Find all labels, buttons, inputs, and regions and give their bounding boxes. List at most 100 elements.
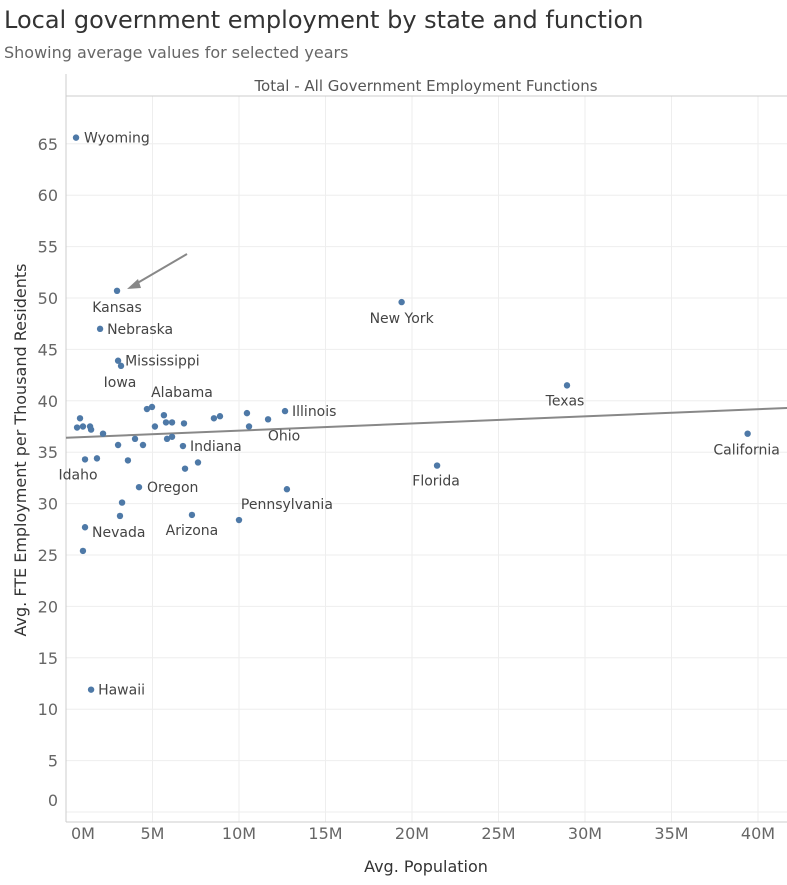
point-label: Texas (545, 393, 585, 409)
data-point (160, 411, 168, 419)
data-point (81, 524, 89, 531)
data-point (139, 441, 147, 449)
data-point (151, 423, 159, 430)
data-point (135, 483, 143, 491)
x-tick-label: 10M (222, 824, 256, 843)
y-tick-label: 50 (38, 289, 58, 308)
x-tick-label: 0M (71, 824, 95, 843)
data-point (179, 442, 187, 450)
point-label: Florida (412, 474, 460, 490)
data-point (124, 457, 132, 464)
data-point (168, 433, 176, 440)
x-tick-label: 20M (395, 824, 429, 843)
data-point (116, 512, 124, 520)
x-tick-label: 40M (741, 824, 775, 843)
chart-subtitle: Showing average values for selected year… (4, 43, 349, 62)
data-point (131, 435, 139, 443)
data-point (216, 413, 224, 420)
point-label: Nevada (92, 525, 145, 541)
trend-line (65, 407, 787, 439)
data-point (235, 516, 243, 524)
y-tick-label: 25 (38, 546, 58, 565)
data-point (245, 423, 253, 430)
data-point (114, 357, 122, 364)
data-point (163, 435, 171, 443)
data-point (162, 419, 170, 426)
data-point (563, 382, 571, 389)
y-tick-label: 55 (38, 238, 58, 257)
y-tick-label: 10 (38, 700, 58, 719)
data-point (264, 416, 272, 423)
data-points (72, 134, 751, 693)
data-point (210, 415, 218, 422)
point-label: Iowa (104, 375, 137, 391)
y-tick-label: 0 (48, 791, 58, 810)
y-tick-label: 65 (38, 135, 58, 154)
data-point (181, 465, 189, 472)
data-point (79, 423, 87, 430)
data-point (113, 287, 121, 295)
point-label: Ohio (268, 428, 300, 444)
y-tick-label: 60 (38, 186, 58, 205)
point-label: Arizona (166, 523, 219, 539)
point-label: Hawaii (98, 683, 145, 699)
y-tick-label: 45 (38, 340, 58, 359)
y-tick-label: 30 (38, 495, 58, 514)
panel-header-band (66, 74, 787, 96)
gridlines (66, 96, 787, 822)
y-tick-label: 15 (38, 649, 58, 668)
data-point (93, 455, 101, 462)
point-label: California (713, 443, 779, 459)
x-tick-labels: 0M 5M 10M 15M 20M 25M 30M 35M 40M (71, 824, 775, 843)
point-labels: Wyoming Kansas Nebraska Mississippi Iowa Alab… (59, 131, 780, 699)
data-point (73, 424, 81, 431)
data-point (96, 325, 104, 333)
data-point (81, 456, 89, 463)
y-tick-label: 20 (38, 597, 58, 616)
data-point (118, 499, 126, 506)
y-tick-label: 35 (38, 443, 58, 462)
x-tick-label: 15M (308, 824, 342, 843)
data-point (79, 547, 87, 555)
data-point (87, 686, 95, 693)
point-label: Wyoming (84, 131, 150, 147)
x-tick-label: 25M (481, 824, 515, 843)
point-label: Oregon (147, 480, 198, 496)
x-tick-label: 5M (141, 824, 165, 843)
data-point (744, 430, 751, 437)
annotation-arrow (127, 253, 188, 289)
point-label: Nebraska (107, 322, 173, 338)
data-point (168, 419, 176, 426)
point-label: Kansas (92, 300, 142, 316)
data-point (148, 403, 156, 411)
point-label: Alabama (151, 385, 213, 401)
y-tick-label: 40 (38, 392, 58, 411)
data-point (194, 459, 202, 466)
data-point (281, 407, 289, 415)
data-point (114, 441, 122, 449)
chart-title: Local government employment by state and… (4, 6, 644, 34)
y-axis-title: Avg. FTE Employment per Thousand Residen… (11, 264, 30, 637)
data-point (433, 462, 441, 469)
data-point (143, 405, 151, 413)
data-point (243, 409, 251, 417)
data-point (117, 362, 125, 370)
point-label: Pennsylvania (241, 497, 333, 513)
x-tick-label: 30M (568, 824, 602, 843)
x-axis-title: Avg. Population (364, 857, 488, 876)
y-tick-labels: 0 5 10 15 20 25 30 35 40 45 50 55 60 65 (38, 135, 58, 810)
data-point (72, 134, 80, 141)
point-label: Idaho (59, 467, 98, 483)
point-label: New York (370, 311, 435, 327)
y-tick-label: 5 (48, 752, 58, 771)
point-label: Indiana (190, 439, 242, 455)
data-point (398, 298, 405, 306)
panel-title: Total - All Government Employment Functi… (253, 77, 597, 95)
data-point (188, 511, 196, 519)
point-label: Mississippi (125, 354, 200, 370)
data-point (87, 426, 95, 433)
data-point (283, 486, 291, 493)
data-point (76, 415, 84, 422)
point-label: Illinois (292, 404, 336, 420)
